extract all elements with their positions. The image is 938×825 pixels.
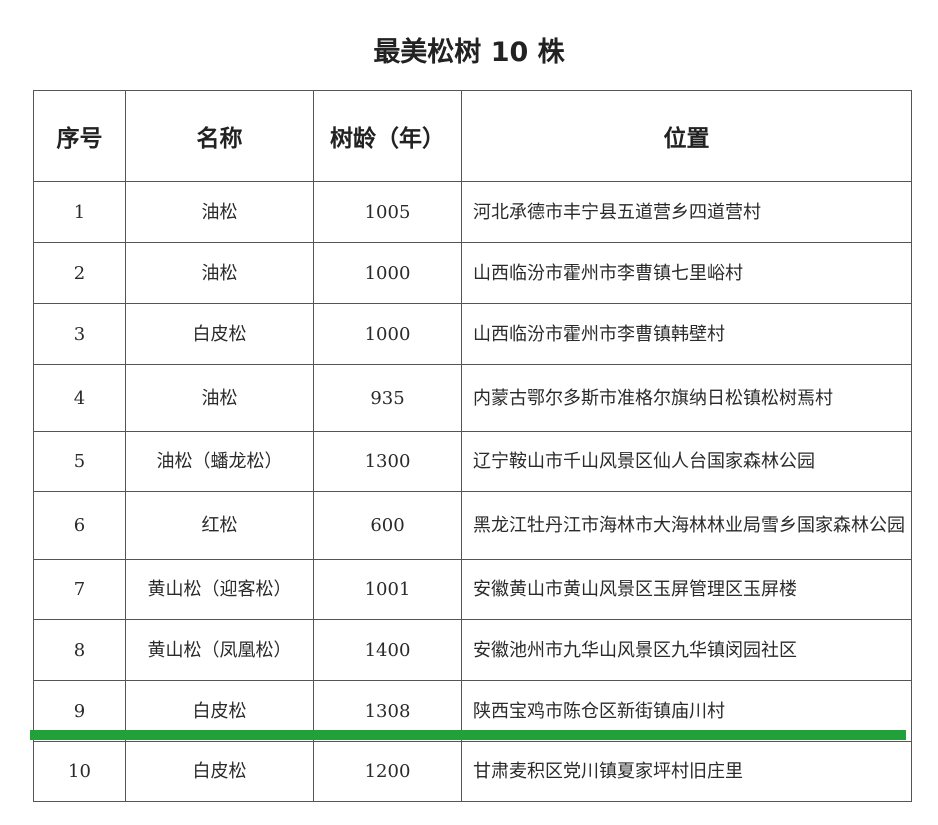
table-row: 7 黄山松（迎客松） 1001 安徽黄山市黄山风景区玉屏管理区玉屏楼 (33, 559, 912, 620)
tree-location: 甘肃麦积区党川镇夏家坪村旧庄里 (461, 741, 912, 802)
tree-name: 黄山松（凤凰松） (125, 619, 314, 681)
tree-age: 1000 (313, 242, 462, 304)
tree-location: 山西临汾市霍州市李曹镇韩壁村 (461, 303, 912, 365)
tree-name: 白皮松 (125, 741, 314, 802)
green-highlight-line (30, 730, 906, 740)
header-age: 树龄（年） (313, 90, 462, 182)
table-row: 10 白皮松 1200 甘肃麦积区党川镇夏家坪村旧庄里 (33, 741, 912, 802)
tree-name: 油松 (125, 181, 314, 243)
tree-name: 红松 (125, 491, 314, 560)
table-row: 4 油松 935 内蒙古鄂尔多斯市准格尔旗纳日松镇松树焉村 (33, 364, 912, 432)
tree-age: 1005 (313, 181, 462, 243)
row-number: 10 (33, 741, 126, 802)
table-row: 6 红松 600 黑龙江牡丹江市海林市大海林林业局雪乡国家森林公园 (33, 491, 912, 560)
tree-location: 黑龙江牡丹江市海林市大海林林业局雪乡国家森林公园 (461, 491, 912, 560)
tree-location: 内蒙古鄂尔多斯市准格尔旗纳日松镇松树焉村 (461, 364, 912, 432)
tree-location: 山西临汾市霍州市李曹镇七里峪村 (461, 242, 912, 304)
tree-name: 油松 (125, 242, 314, 304)
tree-age: 600 (313, 491, 462, 560)
row-number: 4 (33, 364, 126, 432)
tree-age: 1000 (313, 303, 462, 365)
pine-tree-table: 序号 名称 树龄（年） 位置 1 油松 1005 河北承德市丰宁县五道营乡四道营村 2 油… (33, 90, 912, 802)
table-row: 8 黄山松（凤凰松） 1400 安徽池州市九华山风景区九华镇闵园社区 (33, 619, 912, 681)
row-number: 2 (33, 242, 126, 304)
tree-location: 河北承德市丰宁县五道营乡四道营村 (461, 181, 912, 243)
header-location: 位置 (461, 90, 912, 182)
tree-age: 1400 (313, 619, 462, 681)
header-number: 序号 (33, 90, 126, 182)
tree-name: 油松（蟠龙松） (125, 431, 314, 492)
row-number: 7 (33, 559, 126, 620)
tree-age: 1200 (313, 741, 462, 802)
row-number: 5 (33, 431, 126, 492)
row-number: 8 (33, 619, 126, 681)
table-row: 2 油松 1000 山西临汾市霍州市李曹镇七里峪村 (33, 242, 912, 304)
table-row: 5 油松（蟠龙松） 1300 辽宁鞍山市千山风景区仙人台国家森林公园 (33, 431, 912, 492)
tree-location: 辽宁鞍山市千山风景区仙人台国家森林公园 (461, 431, 912, 492)
table-row: 1 油松 1005 河北承德市丰宁县五道营乡四道营村 (33, 181, 912, 243)
page-title: 最美松树 10 株 (373, 37, 565, 68)
tree-name: 白皮松 (125, 303, 314, 365)
tree-age: 1300 (313, 431, 462, 492)
header-name: 名称 (125, 90, 314, 182)
tree-name: 油松 (125, 364, 314, 432)
row-number: 6 (33, 491, 126, 560)
row-number: 1 (33, 181, 126, 243)
tree-location: 安徽黄山市黄山风景区玉屏管理区玉屏楼 (461, 559, 912, 620)
table-header-row: 序号 名称 树龄（年） 位置 (33, 90, 912, 182)
tree-location: 安徽池州市九华山风景区九华镇闵园社区 (461, 619, 912, 681)
tree-name: 黄山松（迎客松） (125, 559, 314, 620)
row-number: 3 (33, 303, 126, 365)
tree-age: 1001 (313, 559, 462, 620)
table-row: 3 白皮松 1000 山西临汾市霍州市李曹镇韩壁村 (33, 303, 912, 365)
tree-age: 935 (313, 364, 462, 432)
